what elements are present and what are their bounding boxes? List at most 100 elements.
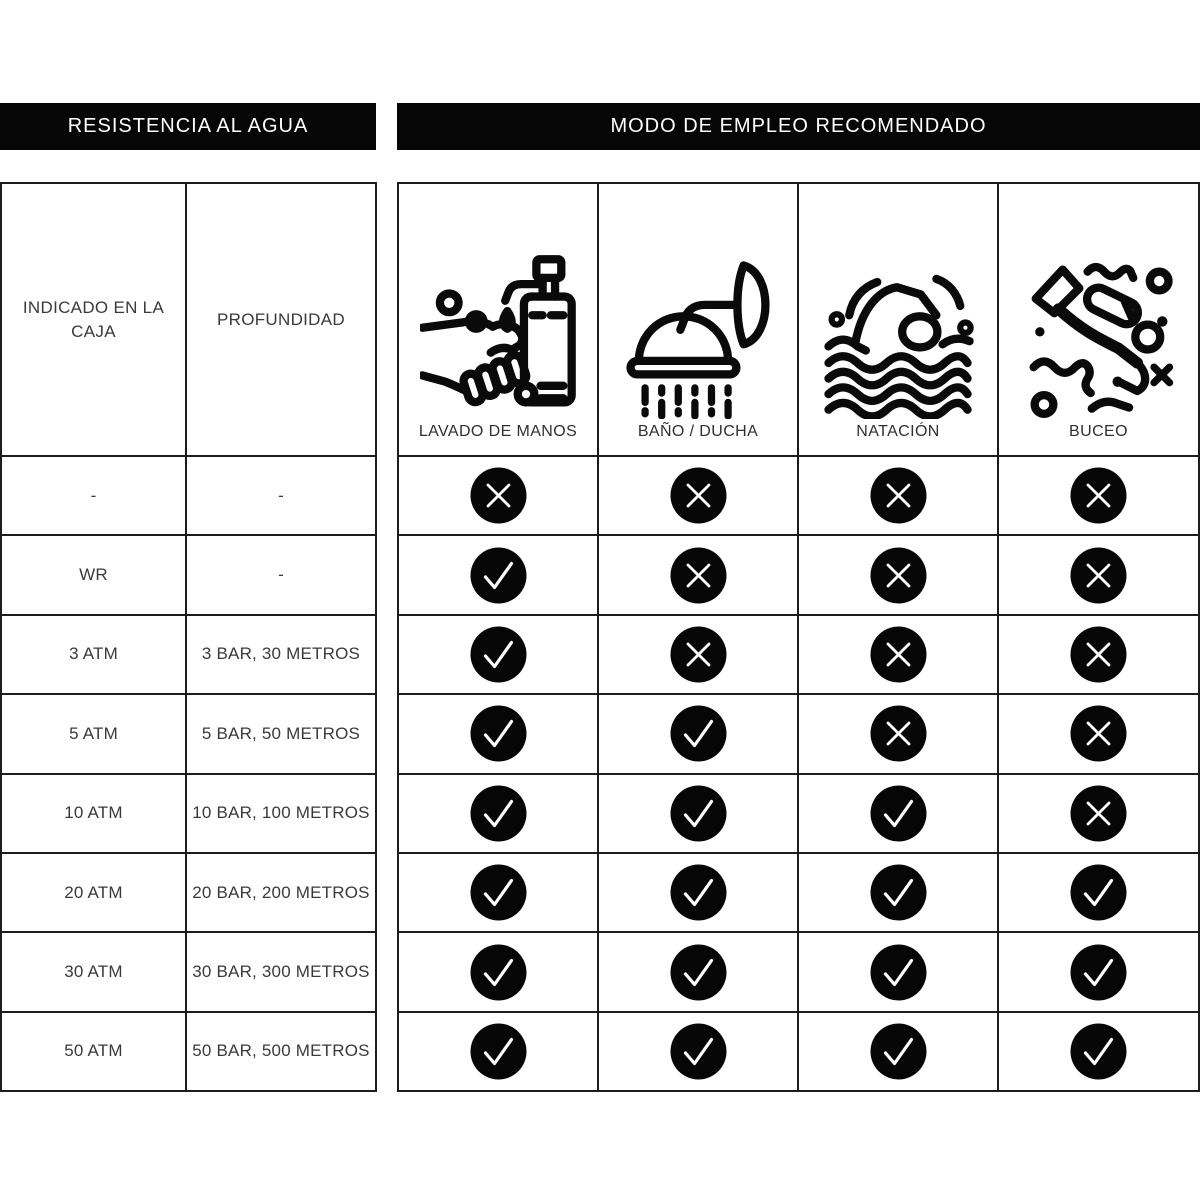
usage-cell: [597, 613, 799, 696]
resistance-table-row: 3 ATM 3 BAR, 30 METROS: [0, 613, 377, 696]
usage-cell: [797, 693, 999, 775]
diving-icon: [1028, 262, 1173, 418]
cross-badge: [1070, 626, 1127, 683]
check-badge: [1070, 944, 1127, 1001]
check-badge: [470, 1023, 526, 1080]
column-header-caja: INDICADO EN LA CAJA: [0, 182, 187, 457]
check-badge: [870, 944, 926, 1001]
check-badge: [470, 785, 526, 842]
usage-cell: [397, 772, 599, 854]
usage-cell: [997, 534, 1200, 616]
cross-badge: [1070, 785, 1127, 842]
usage-cell: [797, 851, 999, 934]
usage-cell: [397, 613, 599, 696]
resistance-table-row: WR -: [0, 534, 377, 616]
column-header-profundidad: PROFUNDIDAD: [185, 182, 377, 457]
profundidad-cell: 10 BAR, 100 METROS: [185, 772, 377, 854]
activity-icon-slot: [1021, 253, 1177, 423]
usage-cell: [397, 851, 599, 934]
swimming-icon: [824, 274, 974, 419]
recommended-usage-table: LAVADO DE MANOS BAÑO / DUCHA: [397, 182, 1200, 1093]
activity-header-content: LAVADO DE MANOS: [399, 185, 597, 454]
check-badge: [470, 705, 526, 762]
profundidad-cell: -: [185, 454, 377, 537]
resistance-table-row: 20 ATM 20 BAR, 200 METROS: [0, 851, 377, 934]
right-panel-title: MODO DE EMPLEO RECOMENDADO: [397, 103, 1200, 150]
cross-badge: [470, 467, 526, 524]
activity-header-content: BUCEO: [999, 185, 1198, 454]
resistance-table-row: 50 ATM 50 BAR, 500 METROS: [0, 1010, 377, 1093]
caja-cell: 5 ATM: [0, 693, 187, 775]
profundidad-cell: 3 BAR, 30 METROS: [185, 613, 377, 696]
resistance-header-row: INDICADO EN LA CAJA PROFUNDIDAD: [0, 182, 377, 457]
check-badge: [870, 864, 926, 921]
check-badge: [870, 1023, 926, 1080]
usage-cell: [797, 931, 999, 1013]
profundidad-cell: -: [185, 534, 377, 616]
cross-badge: [670, 626, 726, 683]
usage-cell: [797, 454, 999, 537]
usage-table-row: [397, 772, 1200, 854]
check-badge: [470, 944, 526, 1001]
usage-table-row: [397, 613, 1200, 696]
check-badge: [670, 1023, 726, 1080]
cross-badge: [870, 547, 926, 604]
activity-icon-slot: [620, 253, 776, 423]
cross-badge: [870, 626, 926, 683]
activity-header-content: NATACIÓN: [799, 185, 997, 454]
cross-badge: [870, 467, 926, 524]
usage-cell: [397, 1010, 599, 1093]
activity-header-swimming: NATACIÓN: [797, 182, 999, 457]
check-badge: [870, 785, 926, 842]
water-resistance-table: INDICADO EN LA CAJA PROFUNDIDAD - - WR -…: [0, 182, 377, 1093]
activity-icon-slot: [420, 253, 576, 423]
left-panel-title: RESISTENCIA AL AGUA: [0, 103, 376, 150]
caja-cell: 3 ATM: [0, 613, 187, 696]
check-badge: [470, 864, 526, 921]
usage-cell: [997, 613, 1200, 696]
usage-cell: [397, 454, 599, 537]
usage-cell: [797, 534, 999, 616]
usage-cell: [997, 772, 1200, 854]
cross-badge: [670, 547, 726, 604]
usage-cell: [797, 1010, 999, 1093]
activity-label: LAVADO DE MANOS: [418, 423, 578, 440]
handwash-icon: [420, 255, 576, 407]
profundidad-cell: 30 BAR, 300 METROS: [185, 931, 377, 1013]
caja-cell: 30 ATM: [0, 931, 187, 1013]
usage-cell: [597, 454, 799, 537]
check-badge: [670, 944, 726, 1001]
usage-cell: [597, 1010, 799, 1093]
check-badge: [670, 705, 726, 762]
check-badge: [1070, 864, 1127, 921]
usage-cell: [397, 931, 599, 1013]
activity-header-shower: BAÑO / DUCHA: [597, 182, 799, 457]
usage-cell: [597, 851, 799, 934]
caja-cell: 20 ATM: [0, 851, 187, 934]
usage-cell: [597, 534, 799, 616]
profundidad-cell: 50 BAR, 500 METROS: [185, 1010, 377, 1093]
usage-cell: [597, 772, 799, 854]
usage-cell: [597, 693, 799, 775]
caja-cell: 50 ATM: [0, 1010, 187, 1093]
usage-cell: [997, 931, 1200, 1013]
resistance-table-row: - -: [0, 454, 377, 537]
resistance-table-row: 5 ATM 5 BAR, 50 METROS: [0, 693, 377, 775]
usage-cell: [997, 693, 1200, 775]
activity-label: BAÑO / DUCHA: [637, 423, 759, 440]
check-badge: [1070, 1023, 1127, 1080]
usage-header-row: LAVADO DE MANOS BAÑO / DUCHA: [397, 182, 1200, 457]
usage-cell: [397, 693, 599, 775]
activity-icon-slot: [820, 253, 976, 423]
cross-badge: [1070, 467, 1127, 524]
activity-header-diving: BUCEO: [997, 182, 1200, 457]
cross-badge: [1070, 705, 1127, 762]
usage-table-row: [397, 454, 1200, 537]
activity-header-handwash: LAVADO DE MANOS: [397, 182, 599, 457]
usage-table-row: [397, 851, 1200, 934]
activity-header-content: BAÑO / DUCHA: [599, 185, 797, 454]
cross-badge: [870, 705, 926, 762]
usage-cell: [797, 772, 999, 854]
cross-badge: [670, 467, 726, 524]
check-badge: [470, 547, 526, 604]
